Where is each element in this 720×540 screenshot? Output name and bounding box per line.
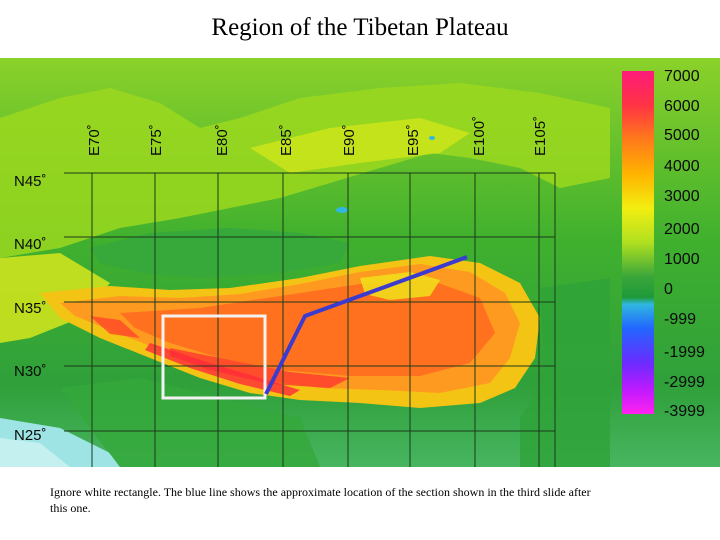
lat-label: N30˚ bbox=[14, 363, 47, 380]
lat-label: N40˚ bbox=[14, 236, 47, 253]
colorbar-label: 5000 bbox=[664, 127, 700, 144]
colorbar-label: 3000 bbox=[664, 188, 700, 205]
latitude-labels: N45˚ N40˚ N35˚ N30˚ N25˚ bbox=[14, 173, 47, 444]
colorbar-label: 6000 bbox=[664, 98, 700, 115]
lon-label: E90˚ bbox=[341, 124, 358, 156]
colorbar-labels: 7000 6000 5000 4000 3000 2000 1000 0 -99… bbox=[664, 68, 705, 420]
graticule bbox=[64, 172, 556, 467]
colorbar-label: 0 bbox=[664, 281, 673, 298]
lon-label: E100˚ bbox=[471, 116, 488, 156]
slide-title: Region of the Tibetan Plateau bbox=[211, 14, 509, 41]
colorbar-label: 4000 bbox=[664, 158, 700, 175]
lon-label: E85˚ bbox=[278, 124, 295, 156]
lon-label: E80˚ bbox=[214, 124, 231, 156]
section-line bbox=[264, 255, 468, 395]
colorbar-label: -999 bbox=[664, 311, 696, 328]
lon-label: E75˚ bbox=[148, 124, 165, 156]
elevation-map: E70˚ E75˚ E80˚ E85˚ E90˚ E95˚ E100˚ E105… bbox=[0, 58, 720, 467]
lon-label: E70˚ bbox=[86, 124, 103, 156]
colorbar-label: -2999 bbox=[664, 374, 705, 391]
colorbar-label: -1999 bbox=[664, 344, 705, 361]
longitude-labels: E70˚ E75˚ E80˚ E85˚ E90˚ E95˚ E100˚ E105… bbox=[86, 116, 549, 156]
lat-label: N25˚ bbox=[14, 427, 47, 444]
lon-label: E105˚ bbox=[532, 116, 549, 156]
colorbar bbox=[622, 71, 654, 414]
caption: Ignore white rectangle. The blue line sh… bbox=[50, 485, 591, 515]
lon-label: E95˚ bbox=[405, 124, 422, 156]
colorbar-label: 1000 bbox=[664, 251, 700, 268]
colorbar-label: -3999 bbox=[664, 403, 705, 420]
lat-label: N35˚ bbox=[14, 300, 47, 317]
colorbar-label: 7000 bbox=[664, 68, 700, 85]
lat-label: N45˚ bbox=[14, 173, 47, 190]
white-rectangle bbox=[161, 314, 267, 400]
colorbar-label: 2000 bbox=[664, 221, 700, 238]
